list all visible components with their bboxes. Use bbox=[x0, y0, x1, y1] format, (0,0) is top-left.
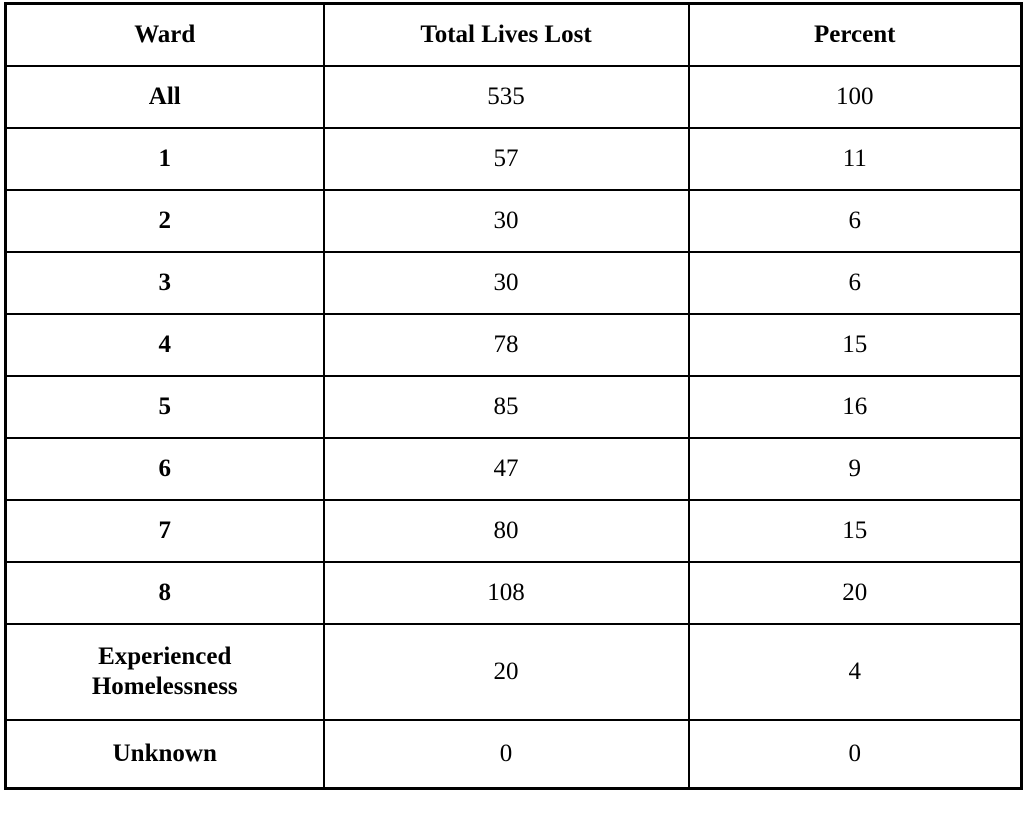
ward-cell: All bbox=[4, 65, 325, 129]
total-cell: 80 bbox=[322, 499, 690, 563]
percent-cell: 11 bbox=[687, 127, 1023, 191]
ward-cell: 4 bbox=[4, 313, 325, 377]
ward-cell: 7 bbox=[4, 499, 325, 563]
column-header-ward: Ward bbox=[4, 2, 325, 67]
percent-cell: 16 bbox=[687, 375, 1023, 439]
ward-cell: 1 bbox=[4, 127, 325, 191]
table-row: 2 30 6 bbox=[4, 189, 1023, 253]
total-cell: 0 bbox=[322, 719, 690, 790]
ward-lives-lost-table: Ward Total Lives Lost Percent All 535 10… bbox=[4, 2, 1023, 790]
total-cell: 57 bbox=[322, 127, 690, 191]
table-row: 8 108 20 bbox=[4, 561, 1023, 625]
total-cell: 108 bbox=[322, 561, 690, 625]
total-cell: 30 bbox=[322, 251, 690, 315]
percent-cell: 6 bbox=[687, 251, 1023, 315]
ward-cell: 2 bbox=[4, 189, 325, 253]
total-cell: 20 bbox=[322, 623, 690, 721]
total-cell: 535 bbox=[322, 65, 690, 129]
table-row: 5 85 16 bbox=[4, 375, 1023, 439]
table-row: All 535 100 bbox=[4, 65, 1023, 129]
ward-cell: 8 bbox=[4, 561, 325, 625]
percent-cell: 0 bbox=[687, 719, 1023, 790]
percent-cell: 15 bbox=[687, 313, 1023, 377]
table-row: 6 47 9 bbox=[4, 437, 1023, 501]
header-row: Ward Total Lives Lost Percent bbox=[4, 2, 1023, 67]
percent-cell: 6 bbox=[687, 189, 1023, 253]
total-cell: 85 bbox=[322, 375, 690, 439]
ward-cell: Experienced Homelessness bbox=[4, 623, 325, 721]
percent-cell: 15 bbox=[687, 499, 1023, 563]
table-row: 3 30 6 bbox=[4, 251, 1023, 315]
percent-cell: 9 bbox=[687, 437, 1023, 501]
total-cell: 30 bbox=[322, 189, 690, 253]
percent-cell: 4 bbox=[687, 623, 1023, 721]
total-cell: 78 bbox=[322, 313, 690, 377]
table-row: 4 78 15 bbox=[4, 313, 1023, 377]
ward-cell: 5 bbox=[4, 375, 325, 439]
ward-cell: Unknown bbox=[4, 719, 325, 790]
ward-cell: 3 bbox=[4, 251, 325, 315]
column-header-percent: Percent bbox=[687, 2, 1023, 67]
total-cell: 47 bbox=[322, 437, 690, 501]
table-row: 1 57 11 bbox=[4, 127, 1023, 191]
percent-cell: 100 bbox=[687, 65, 1023, 129]
ward-cell: 6 bbox=[4, 437, 325, 501]
table-row: 7 80 15 bbox=[4, 499, 1023, 563]
table-row: Experienced Homelessness 20 4 bbox=[4, 623, 1023, 721]
table-row: Unknown 0 0 bbox=[4, 719, 1023, 790]
column-header-total-lives-lost: Total Lives Lost bbox=[322, 2, 690, 67]
percent-cell: 20 bbox=[687, 561, 1023, 625]
